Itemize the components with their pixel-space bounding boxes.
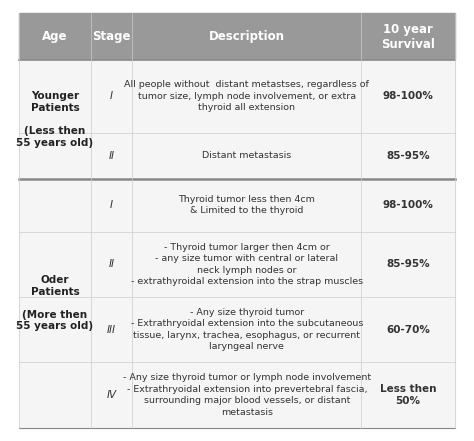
Text: - Any size thyroid tumor or lymph node involvement
- Extrathryoidal extension in: - Any size thyroid tumor or lymph node i… xyxy=(123,374,371,417)
Bar xyxy=(19,133,455,179)
Text: 98-100%: 98-100% xyxy=(383,200,434,210)
Bar xyxy=(19,179,455,232)
Text: - Any size thyroid tumor
- Extrathryoidal extension into the subcutaneous
tissue: - Any size thyroid tumor - Extrathryoida… xyxy=(131,308,363,351)
Text: 98-100%: 98-100% xyxy=(383,91,434,101)
Text: Thyroid tumor less then 4cm
& Limited to the thyroid: Thyroid tumor less then 4cm & Limited to… xyxy=(178,195,315,215)
Text: 60-70%: 60-70% xyxy=(386,325,430,335)
Bar xyxy=(19,232,455,297)
Text: 85-95%: 85-95% xyxy=(386,259,430,269)
Text: Description: Description xyxy=(209,30,285,43)
Text: Less then
50%: Less then 50% xyxy=(380,384,437,406)
Bar xyxy=(19,297,455,363)
Text: 85-95%: 85-95% xyxy=(386,151,430,161)
Text: III: III xyxy=(107,325,116,335)
Text: Age: Age xyxy=(42,30,68,43)
Text: IV: IV xyxy=(107,390,117,400)
Text: Younger
Patients

(Less then
55 years old): Younger Patients (Less then 55 years old… xyxy=(17,91,93,147)
Bar xyxy=(19,60,455,133)
Text: - Thyroid tumor larger then 4cm or
- any size tumor with central or lateral
neck: - Thyroid tumor larger then 4cm or - any… xyxy=(131,243,363,286)
Text: II: II xyxy=(109,151,115,161)
Text: II: II xyxy=(109,259,115,269)
Text: Stage: Stage xyxy=(92,30,131,43)
Bar xyxy=(19,363,455,428)
Text: I: I xyxy=(110,91,113,101)
Text: Oder
Patients

(More then
55 years old): Oder Patients (More then 55 years old) xyxy=(17,275,93,331)
Text: Distant metastasis: Distant metastasis xyxy=(202,151,292,160)
Bar xyxy=(19,13,455,60)
Text: I: I xyxy=(110,200,113,210)
Text: 10 year
Survival: 10 year Survival xyxy=(381,22,435,51)
Text: All people without  distant metastses, regardless of
tumor size, lymph node invo: All people without distant metastses, re… xyxy=(124,81,369,112)
